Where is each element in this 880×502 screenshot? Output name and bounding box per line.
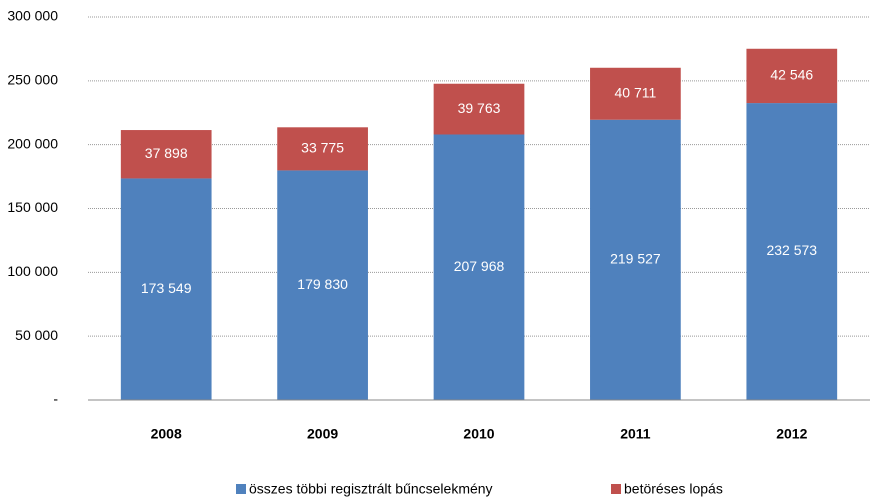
- bar-segment: [590, 119, 681, 401]
- y-tick-label: 250 000: [7, 72, 58, 88]
- x-tick-label: 2012: [776, 426, 807, 442]
- data-label: 40 711: [615, 84, 657, 100]
- bar-segment: [433, 83, 525, 135]
- legend-label: betöréses lopás: [624, 481, 723, 497]
- data-label: 179 830: [297, 276, 348, 292]
- bar-segment: [746, 48, 838, 104]
- y-tick-label: -: [53, 391, 58, 407]
- bar-segment: [746, 103, 838, 401]
- bar-segment: [277, 127, 368, 171]
- data-label: 232 573: [766, 242, 817, 258]
- bar-segment: [120, 130, 212, 179]
- x-tick-label: 2011: [620, 426, 651, 442]
- bar-segment: [277, 170, 368, 400]
- legend-swatch: [611, 484, 621, 494]
- data-label: 33 775: [301, 140, 344, 156]
- y-tick-label: 50 000: [15, 327, 58, 343]
- bar-segment: [433, 134, 525, 400]
- x-tick-label: 2009: [307, 426, 338, 442]
- legend-label: összes többi regisztrált bűncselekmény: [249, 481, 493, 497]
- y-tick-label: 100 000: [7, 263, 58, 279]
- bar-segment: [120, 178, 212, 400]
- data-label: 173 549: [141, 280, 192, 296]
- legend-swatch: [236, 484, 246, 494]
- y-tick-label: 300 000: [7, 8, 58, 24]
- data-label: 219 527: [610, 251, 661, 267]
- data-label: 39 763: [458, 100, 501, 116]
- x-tick-label: 2008: [151, 426, 182, 442]
- data-label: 42 546: [770, 67, 813, 83]
- y-tick-label: 150 000: [7, 199, 58, 215]
- data-label: 37 898: [145, 145, 188, 161]
- y-tick-label: 200 000: [7, 135, 58, 151]
- bar-segment: [590, 67, 681, 120]
- x-tick-label: 2010: [463, 426, 494, 442]
- data-label: 207 968: [454, 258, 505, 274]
